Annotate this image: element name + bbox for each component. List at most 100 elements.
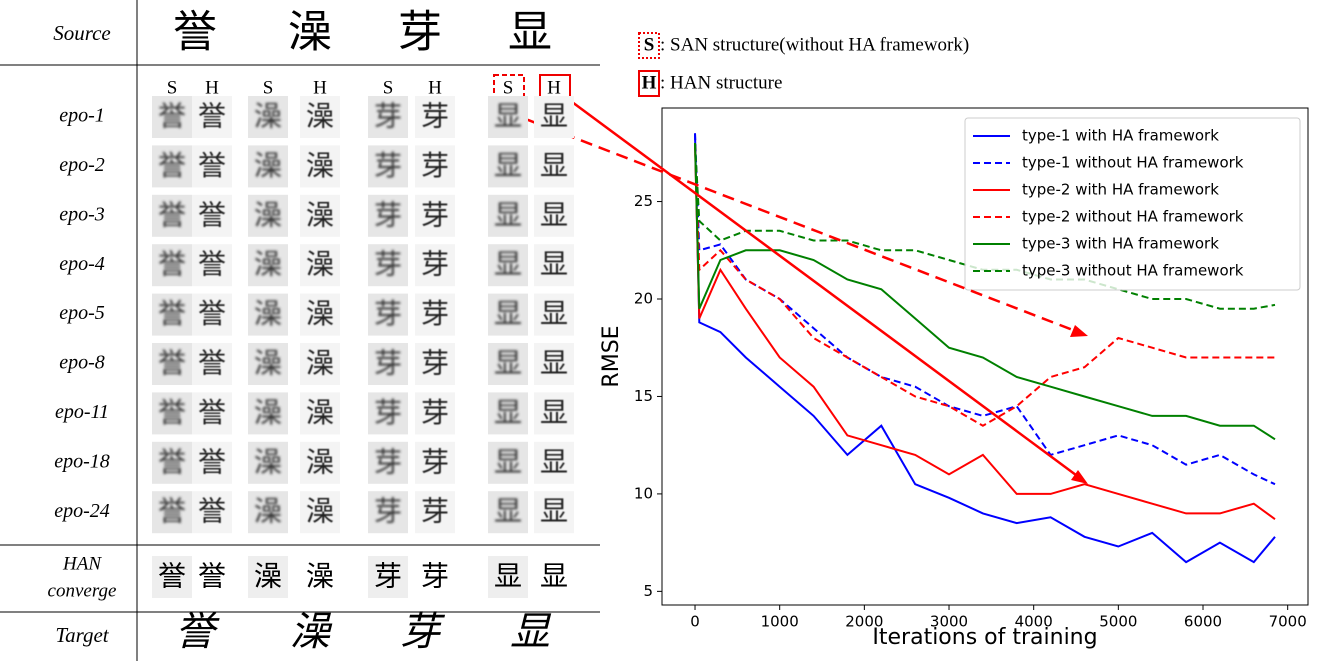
y-tick-label: 15 (634, 387, 653, 405)
source-char: 誉 (173, 7, 217, 58)
generated-image (415, 441, 455, 484)
column-label: H (547, 77, 561, 98)
series-line (694, 143, 1276, 441)
row-label: epo-1 (59, 105, 105, 127)
generated-char: 显 (540, 495, 568, 528)
generated-image (192, 293, 232, 336)
generated-char: 澡 (254, 149, 282, 182)
generated-image (248, 194, 288, 237)
converged-char: 芽 (374, 560, 402, 593)
arrow-head (1071, 470, 1088, 484)
generated-image (152, 96, 192, 138)
generated-image (192, 491, 232, 534)
generated-image (415, 194, 455, 237)
generated-char: 誉 (158, 149, 186, 182)
generated-image (248, 343, 288, 385)
generated-image (192, 441, 232, 484)
generated-char: 显 (494, 495, 522, 528)
generated-image (368, 392, 408, 435)
generated-image (488, 343, 528, 385)
generated-image (152, 293, 192, 336)
column-label: H (205, 77, 219, 98)
row-label: epo-5 (59, 302, 105, 324)
generated-image (152, 343, 192, 385)
generated-char: 芽 (421, 248, 449, 281)
generated-image (152, 392, 192, 435)
generated-char: 誉 (158, 396, 186, 429)
row-label: epo-24 (54, 500, 110, 522)
generated-image (248, 244, 288, 287)
generated-char: 显 (494, 248, 522, 281)
generated-image (248, 392, 288, 435)
generated-image (488, 392, 528, 435)
generated-image (152, 145, 192, 188)
row-label: Target (55, 623, 109, 647)
source-char: 芽 (398, 7, 442, 58)
row-label: epo-11 (55, 401, 109, 423)
converged-char: 誉 (198, 560, 226, 593)
series-line (694, 143, 1276, 521)
generated-image (248, 96, 288, 138)
generated-image (192, 343, 232, 385)
generated-char: 芽 (374, 149, 402, 182)
generated-char: 誉 (198, 347, 226, 380)
generated-char: 芽 (421, 149, 449, 182)
converged-image (415, 556, 455, 598)
generated-char: 芽 (421, 347, 449, 380)
generated-char: 誉 (198, 297, 226, 330)
converged-char: 显 (494, 560, 522, 593)
generated-char: 显 (540, 396, 568, 429)
y-axis-label: RMSE (599, 325, 624, 387)
generated-char: 誉 (158, 445, 186, 478)
generated-image (534, 293, 574, 336)
legend-label: type-3 with HA framework (1022, 235, 1219, 253)
generated-char: 誉 (158, 347, 186, 380)
x-tick-label: 6000 (1184, 613, 1222, 631)
generated-image (534, 194, 574, 237)
key: H (642, 72, 657, 93)
source-char: 澡 (288, 7, 332, 58)
generated-char: 芽 (374, 248, 402, 281)
generated-image (300, 244, 340, 287)
generated-image (248, 145, 288, 188)
legend-label: type-2 without HA framework (1022, 208, 1244, 226)
key: S (644, 34, 655, 55)
converged-char: 芽 (421, 560, 449, 593)
row-label: epo-18 (54, 450, 110, 472)
x-tick-label: 0 (690, 613, 700, 631)
generated-char: 澡 (306, 445, 334, 478)
generated-char: 显 (494, 297, 522, 330)
generated-image (488, 491, 528, 534)
generated-char: 显 (494, 347, 522, 380)
generated-image (152, 491, 192, 534)
generated-image (368, 145, 408, 188)
generated-char: 显 (494, 100, 522, 133)
legend-label: type-2 with HA framework (1022, 181, 1219, 199)
generated-char: 芽 (374, 495, 402, 528)
generated-image (192, 145, 232, 188)
generated-image (152, 441, 192, 484)
key-text: : HAN structure (660, 72, 782, 93)
generated-char: 誉 (158, 100, 186, 133)
generated-char: 显 (494, 149, 522, 182)
generated-image (368, 244, 408, 287)
converged-image (488, 556, 528, 598)
column-label: S (503, 77, 514, 98)
x-tick-label: 5000 (1099, 613, 1137, 631)
generated-char: 显 (494, 396, 522, 429)
generated-char: 显 (540, 198, 568, 231)
generated-image (248, 491, 288, 534)
key-text: : SAN structure(without HA framework) (660, 34, 969, 55)
converged-image (152, 556, 192, 598)
generated-image (415, 96, 455, 138)
generated-image (300, 392, 340, 435)
generated-char: 澡 (306, 198, 334, 231)
generated-char: 澡 (254, 495, 282, 528)
generated-char: 显 (540, 445, 568, 478)
series-line (694, 143, 1275, 427)
row-label: epo-8 (59, 352, 105, 374)
column-label: S (167, 77, 178, 98)
generated-char: 誉 (198, 495, 226, 528)
generated-image (488, 96, 528, 138)
legend-label: type-1 without HA framework (1022, 154, 1244, 172)
